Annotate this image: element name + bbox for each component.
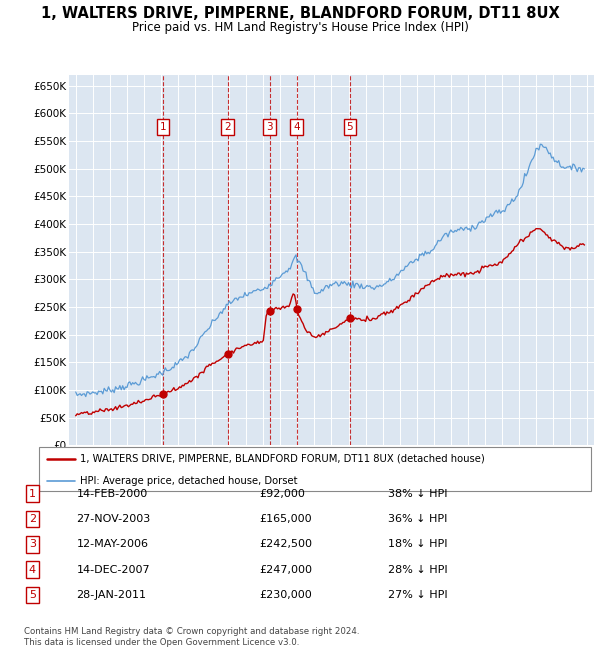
Text: 2: 2	[224, 122, 231, 133]
Text: 28% ↓ HPI: 28% ↓ HPI	[388, 565, 448, 575]
Text: £247,000: £247,000	[259, 565, 312, 575]
Text: 18% ↓ HPI: 18% ↓ HPI	[388, 540, 448, 549]
Text: 1, WALTERS DRIVE, PIMPERNE, BLANDFORD FORUM, DT11 8UX: 1, WALTERS DRIVE, PIMPERNE, BLANDFORD FO…	[41, 6, 559, 21]
Text: 1: 1	[160, 122, 166, 133]
Text: 14-FEB-2000: 14-FEB-2000	[77, 489, 148, 499]
Text: 12-MAY-2006: 12-MAY-2006	[77, 540, 149, 549]
Text: 3: 3	[266, 122, 273, 133]
Text: £92,000: £92,000	[259, 489, 305, 499]
Text: 5: 5	[29, 590, 36, 600]
Text: 4: 4	[293, 122, 300, 133]
Text: Price paid vs. HM Land Registry's House Price Index (HPI): Price paid vs. HM Land Registry's House …	[131, 21, 469, 34]
Text: £230,000: £230,000	[259, 590, 311, 600]
Text: Contains HM Land Registry data © Crown copyright and database right 2024.
This d: Contains HM Land Registry data © Crown c…	[24, 627, 359, 647]
Text: 2: 2	[29, 514, 36, 524]
Text: £165,000: £165,000	[259, 514, 311, 524]
Text: 1, WALTERS DRIVE, PIMPERNE, BLANDFORD FORUM, DT11 8UX (detached house): 1, WALTERS DRIVE, PIMPERNE, BLANDFORD FO…	[80, 454, 485, 464]
Text: 14-DEC-2007: 14-DEC-2007	[77, 565, 150, 575]
Text: 38% ↓ HPI: 38% ↓ HPI	[388, 489, 448, 499]
Text: 27-NOV-2003: 27-NOV-2003	[77, 514, 151, 524]
Text: 3: 3	[29, 540, 36, 549]
Text: 1: 1	[29, 489, 36, 499]
Text: 5: 5	[347, 122, 353, 133]
Text: 27% ↓ HPI: 27% ↓ HPI	[388, 590, 448, 600]
Text: 36% ↓ HPI: 36% ↓ HPI	[388, 514, 448, 524]
Text: £242,500: £242,500	[259, 540, 312, 549]
Text: 4: 4	[29, 565, 36, 575]
Text: 28-JAN-2011: 28-JAN-2011	[77, 590, 146, 600]
Text: HPI: Average price, detached house, Dorset: HPI: Average price, detached house, Dors…	[80, 476, 298, 486]
